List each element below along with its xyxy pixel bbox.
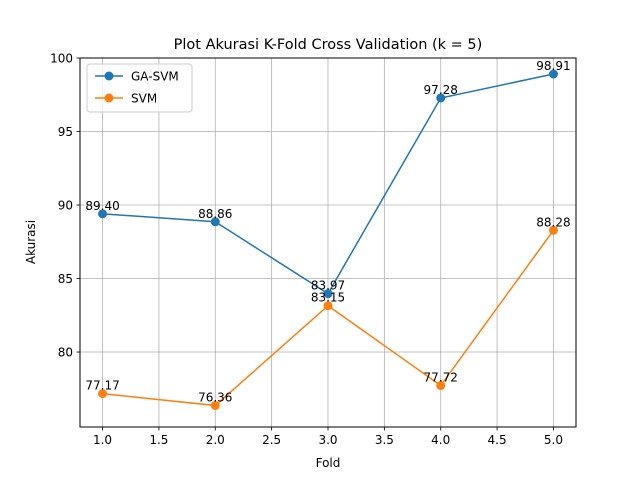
x-tick-label: 3.0: [318, 433, 337, 447]
x-tick-label: 4.0: [431, 433, 450, 447]
legend: GA-SVM SVM: [86, 63, 193, 113]
y-axis-label: Akurasi: [24, 220, 38, 264]
data-label: 98.91: [536, 59, 570, 73]
x-axis-label: Fold: [316, 456, 341, 470]
legend-item: SVM: [95, 92, 157, 106]
x-tick-label: 4.5: [488, 433, 507, 447]
x-tick-label: 2.5: [262, 433, 281, 447]
x-tick-label: 1.0: [93, 433, 112, 447]
data-label: 97.28: [424, 83, 458, 97]
y-tick-label: 100: [50, 52, 73, 66]
legend-marker: [104, 71, 114, 81]
data-point: [436, 93, 446, 103]
data-point: [548, 69, 558, 79]
data-point: [323, 289, 333, 299]
data-point: [98, 209, 108, 219]
y-tick-label: 90: [58, 199, 73, 213]
y-tick-label: 95: [58, 125, 73, 139]
legend-label: GA-SVM: [131, 70, 179, 84]
data-point: [548, 225, 558, 235]
series: 89.40 88.86 83.97 97.28 98.91 77.17 76.36 83.15…: [85, 59, 571, 411]
axis-ticks: 1.0 1.5 2.0 2.5 3.0 3.5 4.0 4.5 5.0 80 85 90 95 100: [50, 52, 563, 448]
data-label: 83.15: [311, 291, 345, 305]
y-tick-label: 80: [58, 346, 73, 360]
data-label: 77.17: [85, 379, 119, 393]
x-tick-label: 5.0: [544, 433, 563, 447]
data-point: [210, 217, 220, 227]
data-point: [210, 401, 220, 411]
data-point: [98, 389, 108, 399]
series-ga-svm: 89.40 88.86 83.97 97.28 98.91: [85, 59, 571, 299]
x-tick-label: 1.5: [149, 433, 168, 447]
data-label: 83.97: [311, 279, 345, 293]
data-label: 88.86: [198, 207, 232, 221]
legend-marker: [104, 93, 114, 103]
x-tick-label: 2.0: [206, 433, 225, 447]
y-tick-label: 85: [58, 272, 73, 286]
x-tick-label: 3.5: [375, 433, 394, 447]
legend-item: GA-SVM: [95, 70, 179, 84]
data-label: 89.40: [85, 199, 119, 213]
series-svm: 77.17 76.36 83.15 77.72 88.28: [85, 215, 571, 411]
data-label: 88.28: [536, 215, 570, 229]
data-point: [323, 301, 333, 311]
data-label: 77.72: [424, 371, 458, 385]
data-label: 76.36: [198, 391, 232, 405]
legend-label: SVM: [131, 92, 157, 106]
data-point: [436, 381, 446, 391]
chart-title: Plot Akurasi K-Fold Cross Validation (k …: [174, 37, 483, 53]
